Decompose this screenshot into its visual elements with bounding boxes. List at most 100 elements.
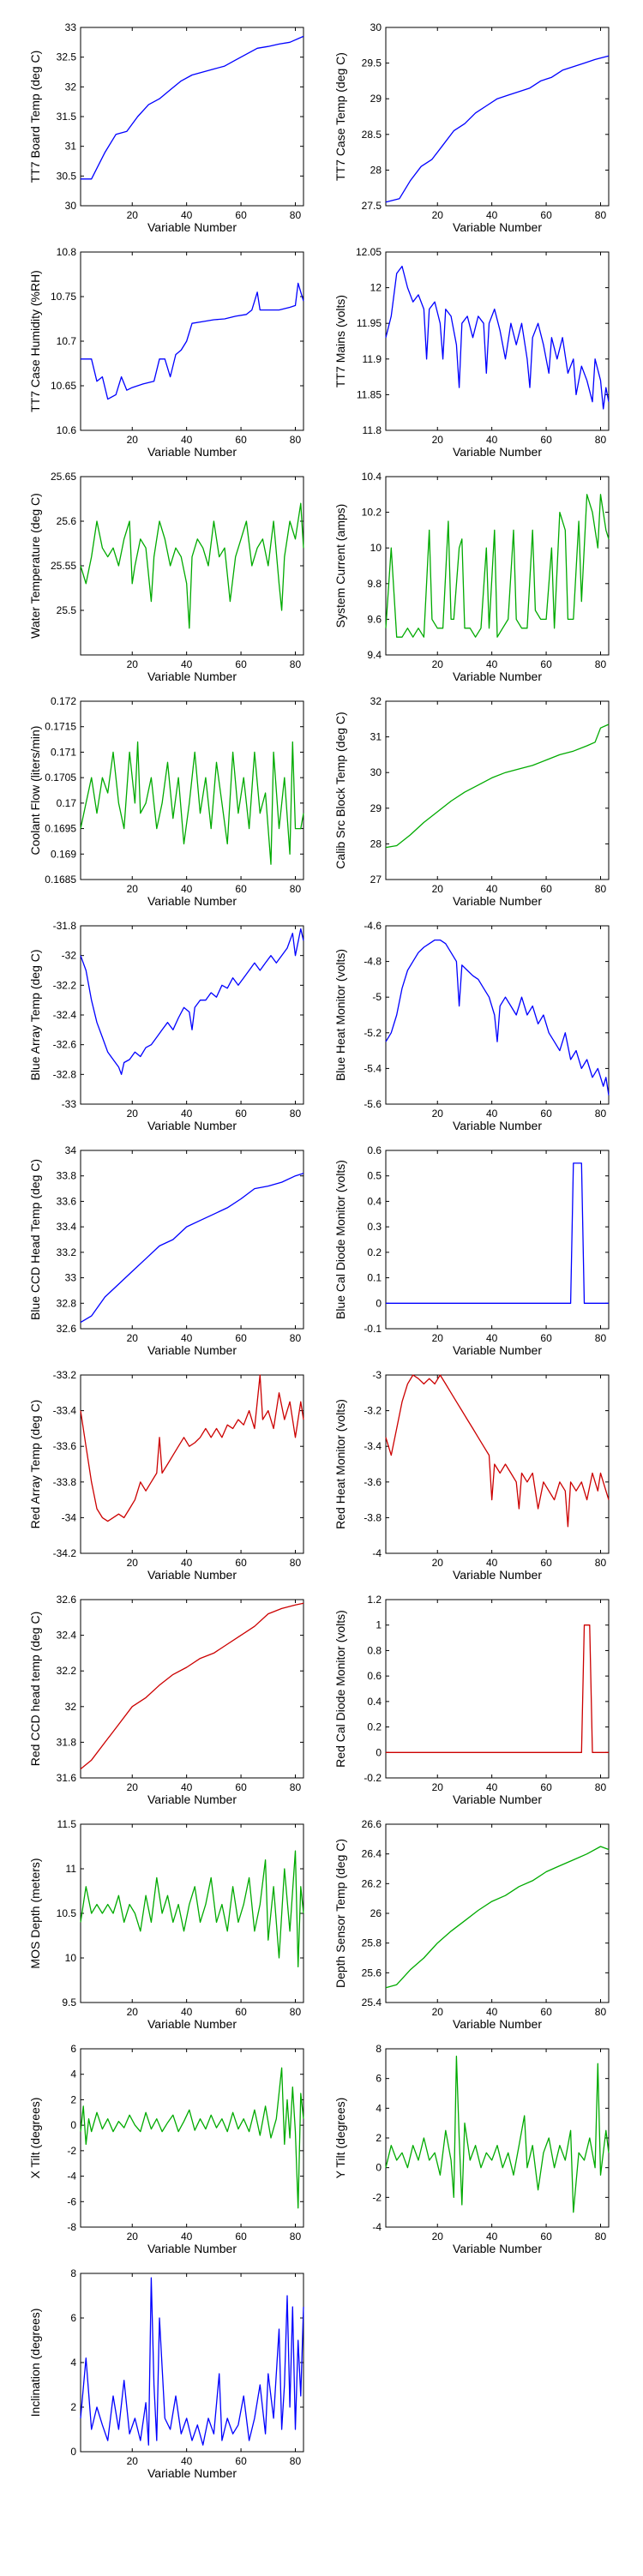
x-tick-label: 20 [127, 883, 139, 895]
y-tick-label: 26.4 [362, 1848, 382, 1860]
y-tick-label: 2 [70, 2401, 76, 2413]
x-axis-label: Variable Number [453, 894, 542, 908]
y-axis-label: Red Cal Diode Monitor (volts) [334, 1610, 347, 1768]
y-tick-label: 9.6 [367, 613, 382, 625]
y-tick-label: 11.8 [363, 424, 382, 436]
x-axis-label: Variable Number [453, 670, 542, 683]
y-tick-label: 26 [370, 1907, 382, 1919]
chart-panel-15: 31.6 31.8 32 32.2 32.4 32.6 20 40 60 80 Variable N… [28, 1594, 304, 1806]
x-tick-label: 60 [235, 2006, 247, 2018]
plot-frame [385, 1150, 610, 1330]
x-tick-label: 20 [127, 2231, 139, 2243]
chart-panel-4: 11.8 11.85 11.9 11.95 12 12.05 20 40 60 80 Variabl… [334, 246, 610, 459]
x-tick-label: 20 [432, 1108, 444, 1120]
x-tick-label: 80 [290, 2006, 302, 2018]
y-tick-label: 0.169 [51, 848, 76, 860]
y-tick-label: 29 [370, 802, 382, 814]
x-tick-label: 60 [540, 1781, 552, 1793]
plot-frame [385, 251, 610, 431]
x-tick-label: 20 [127, 658, 139, 670]
x-tick-label: 40 [486, 2006, 498, 2018]
series-line [80, 928, 304, 1075]
series-line [385, 494, 610, 638]
series-line [385, 55, 610, 203]
y-tick-label: -34 [62, 1511, 77, 1523]
y-axis-label: TT7 Case Temp (deg C) [334, 52, 347, 181]
x-axis-label: Variable Number [453, 1119, 542, 1132]
x-tick-label: 20 [127, 1557, 139, 1569]
y-tick-label: 0.172 [51, 695, 76, 707]
y-tick-label: 10.2 [362, 507, 382, 519]
y-tick-label: 29.5 [362, 57, 382, 69]
y-tick-label: 31.5 [57, 111, 77, 123]
x-tick-label: 80 [290, 434, 302, 446]
x-tick-label: 40 [486, 1781, 498, 1793]
x-tick-label: 60 [540, 2231, 552, 2243]
series-line [80, 2067, 304, 2209]
x-tick-label: 40 [181, 2455, 193, 2467]
y-tick-label: 9.8 [367, 578, 382, 590]
y-tick-label: 0.4 [367, 1195, 382, 1207]
y-tick-label: 25.55 [51, 560, 76, 572]
y-tick-label: -33.2 [53, 1369, 77, 1381]
chart-panel-13: -34.2 -34 -33.8 -33.6 -33.4 -33.2 20 40 60 80 Vari… [28, 1369, 304, 1582]
x-tick-label: 60 [540, 1332, 552, 1344]
y-tick-label: 0.1685 [45, 874, 76, 886]
y-tick-label: -3 [372, 1369, 382, 1381]
y-tick-label: -0.2 [364, 1772, 382, 1784]
series-line [385, 1374, 610, 1528]
y-axis-label: System Current (amps) [334, 504, 347, 628]
x-tick-label: 80 [290, 883, 302, 895]
y-tick-label: 32 [65, 81, 77, 93]
y-tick-label: 26.2 [362, 1877, 382, 1889]
y-tick-label: 0.2 [367, 1721, 382, 1733]
y-tick-label: 0.17 [57, 797, 77, 809]
y-tick-label: -3.6 [364, 1476, 382, 1488]
x-tick-label: 60 [540, 1108, 552, 1120]
y-axis-label: X Tilt (degrees) [28, 2098, 42, 2179]
x-tick-label: 20 [432, 209, 444, 221]
plot-frame [385, 2048, 610, 2228]
x-tick-label: 20 [127, 2006, 139, 2018]
plot-frame [385, 1823, 610, 2003]
x-tick-label: 60 [235, 209, 247, 221]
x-tick-label: 80 [595, 1332, 607, 1344]
x-tick-label: 20 [127, 209, 139, 221]
plot-frame [80, 1150, 304, 1330]
y-tick-label: 11.9 [363, 353, 382, 365]
y-tick-label: 33.4 [57, 1221, 77, 1233]
y-axis-label: Y Tilt (degrees) [334, 2098, 347, 2179]
y-tick-label: 2 [70, 2093, 76, 2105]
x-tick-label: 60 [540, 1557, 552, 1569]
y-tick-label: 10.65 [51, 380, 76, 392]
x-tick-label: 60 [540, 658, 552, 670]
y-tick-label: 26.6 [362, 1818, 382, 1830]
x-tick-label: 80 [290, 2455, 302, 2467]
series-line [385, 1846, 610, 1989]
x-tick-label: 20 [432, 1332, 444, 1344]
y-tick-label: 0 [70, 2119, 76, 2131]
y-tick-label: -33.4 [53, 1405, 77, 1417]
y-tick-label: 32.5 [57, 51, 77, 63]
chart-panel-16: -0.2 0 0.2 0.4 0.6 0.8 1 1.2 20 40 60 80 Variable Nu… [334, 1594, 610, 1806]
y-tick-label: 32.4 [57, 1630, 77, 1642]
y-tick-label: 31 [370, 731, 382, 743]
x-axis-label: Variable Number [147, 894, 237, 908]
x-tick-label: 40 [486, 1557, 498, 1569]
y-tick-label: 0.4 [367, 1696, 382, 1708]
y-tick-label: 31 [65, 141, 77, 153]
y-axis-label: Blue Cal Diode Monitor (volts) [334, 1160, 347, 1319]
series-line [385, 724, 610, 849]
y-tick-label: 12.05 [356, 246, 382, 258]
x-tick-label: 40 [181, 2006, 193, 2018]
y-tick-label: 10.4 [362, 471, 382, 483]
y-tick-label: -32.6 [53, 1039, 77, 1051]
y-tick-label: 0 [70, 2446, 76, 2458]
x-axis-label: Variable Number [453, 220, 542, 234]
y-tick-label: 4 [70, 2357, 76, 2369]
x-tick-label: 40 [486, 2231, 498, 2243]
x-tick-label: 20 [432, 658, 444, 670]
series-line [386, 1624, 609, 1753]
plot-frame [385, 1599, 610, 1779]
